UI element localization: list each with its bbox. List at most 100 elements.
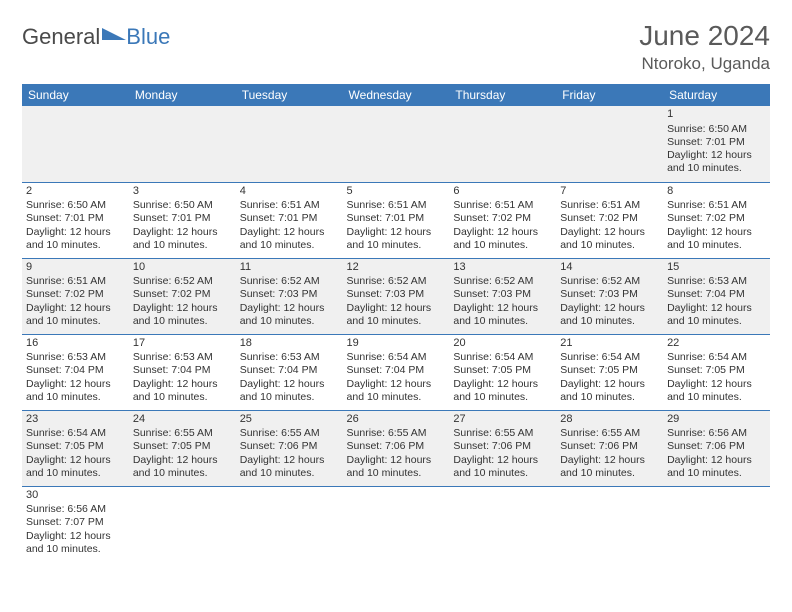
- calendar-day-cell: 21Sunrise: 6:54 AMSunset: 7:05 PMDayligh…: [556, 334, 663, 410]
- sunset-text: Sunset: 7:02 PM: [26, 288, 125, 301]
- calendar-day-cell: 10Sunrise: 6:52 AMSunset: 7:02 PMDayligh…: [129, 258, 236, 334]
- day-number: 13: [453, 261, 552, 275]
- day-number: 29: [667, 413, 766, 427]
- daylight-text: Daylight: 12 hours and 10 minutes.: [667, 149, 766, 175]
- daylight-text: Daylight: 12 hours and 10 minutes.: [560, 226, 659, 252]
- calendar-day-cell: 28Sunrise: 6:55 AMSunset: 7:06 PMDayligh…: [556, 410, 663, 486]
- sunrise-text: Sunrise: 6:52 AM: [133, 275, 232, 288]
- sunset-text: Sunset: 7:02 PM: [560, 212, 659, 225]
- sunrise-text: Sunrise: 6:55 AM: [133, 427, 232, 440]
- brand-part2: Blue: [126, 24, 170, 50]
- daylight-text: Daylight: 12 hours and 10 minutes.: [453, 302, 552, 328]
- calendar-day-cell: 14Sunrise: 6:52 AMSunset: 7:03 PMDayligh…: [556, 258, 663, 334]
- daylight-text: Daylight: 12 hours and 10 minutes.: [133, 454, 232, 480]
- day-number: 20: [453, 337, 552, 351]
- calendar-day-cell: 6Sunrise: 6:51 AMSunset: 7:02 PMDaylight…: [449, 182, 556, 258]
- title-block: June 2024 Ntoroko, Uganda: [639, 20, 770, 74]
- daylight-text: Daylight: 12 hours and 10 minutes.: [347, 454, 446, 480]
- day-number: 14: [560, 261, 659, 275]
- sunrise-text: Sunrise: 6:54 AM: [26, 427, 125, 440]
- day-number: 17: [133, 337, 232, 351]
- day-number: 18: [240, 337, 339, 351]
- day-number: 11: [240, 261, 339, 275]
- calendar-empty-cell: [236, 106, 343, 182]
- sunset-text: Sunset: 7:04 PM: [240, 364, 339, 377]
- calendar-empty-cell: [556, 106, 663, 182]
- sunrise-text: Sunrise: 6:55 AM: [240, 427, 339, 440]
- sunrise-text: Sunrise: 6:54 AM: [560, 351, 659, 364]
- day-number: 27: [453, 413, 552, 427]
- sunset-text: Sunset: 7:01 PM: [26, 212, 125, 225]
- day-header: Tuesday: [236, 84, 343, 106]
- daylight-text: Daylight: 12 hours and 10 minutes.: [667, 302, 766, 328]
- sunrise-text: Sunrise: 6:54 AM: [667, 351, 766, 364]
- daylight-text: Daylight: 12 hours and 10 minutes.: [347, 378, 446, 404]
- sunrise-text: Sunrise: 6:51 AM: [347, 199, 446, 212]
- sunset-text: Sunset: 7:03 PM: [453, 288, 552, 301]
- day-number: 21: [560, 337, 659, 351]
- daylight-text: Daylight: 12 hours and 10 minutes.: [26, 378, 125, 404]
- day-number: 30: [26, 489, 125, 503]
- sunrise-text: Sunrise: 6:53 AM: [26, 351, 125, 364]
- calendar-day-cell: 18Sunrise: 6:53 AMSunset: 7:04 PMDayligh…: [236, 334, 343, 410]
- daylight-text: Daylight: 12 hours and 10 minutes.: [26, 302, 125, 328]
- sunset-text: Sunset: 7:03 PM: [347, 288, 446, 301]
- day-number: 23: [26, 413, 125, 427]
- calendar-day-cell: 24Sunrise: 6:55 AMSunset: 7:05 PMDayligh…: [129, 410, 236, 486]
- sunrise-text: Sunrise: 6:51 AM: [453, 199, 552, 212]
- daylight-text: Daylight: 12 hours and 10 minutes.: [347, 226, 446, 252]
- day-number: 5: [347, 185, 446, 199]
- calendar-day-cell: 12Sunrise: 6:52 AMSunset: 7:03 PMDayligh…: [343, 258, 450, 334]
- day-header: Saturday: [663, 84, 770, 106]
- day-header: Friday: [556, 84, 663, 106]
- sunset-text: Sunset: 7:02 PM: [133, 288, 232, 301]
- day-number: 9: [26, 261, 125, 275]
- sunset-text: Sunset: 7:06 PM: [347, 440, 446, 453]
- calendar-day-cell: 3Sunrise: 6:50 AMSunset: 7:01 PMDaylight…: [129, 182, 236, 258]
- day-number: 16: [26, 337, 125, 351]
- day-number: 25: [240, 413, 339, 427]
- daylight-text: Daylight: 12 hours and 10 minutes.: [667, 226, 766, 252]
- calendar-day-cell: 29Sunrise: 6:56 AMSunset: 7:06 PMDayligh…: [663, 410, 770, 486]
- day-number: 2: [26, 185, 125, 199]
- sunset-text: Sunset: 7:06 PM: [240, 440, 339, 453]
- daylight-text: Daylight: 12 hours and 10 minutes.: [240, 302, 339, 328]
- calendar-empty-cell: [663, 486, 770, 562]
- sunset-text: Sunset: 7:05 PM: [26, 440, 125, 453]
- brand-logo: General Blue: [22, 24, 170, 50]
- sunset-text: Sunset: 7:01 PM: [240, 212, 339, 225]
- daylight-text: Daylight: 12 hours and 10 minutes.: [240, 454, 339, 480]
- sunset-text: Sunset: 7:04 PM: [347, 364, 446, 377]
- sunset-text: Sunset: 7:06 PM: [667, 440, 766, 453]
- sunrise-text: Sunrise: 6:51 AM: [26, 275, 125, 288]
- calendar-day-cell: 23Sunrise: 6:54 AMSunset: 7:05 PMDayligh…: [22, 410, 129, 486]
- calendar-week-row: 1Sunrise: 6:50 AMSunset: 7:01 PMDaylight…: [22, 106, 770, 182]
- calendar-empty-cell: [236, 486, 343, 562]
- calendar-empty-cell: [449, 106, 556, 182]
- daylight-text: Daylight: 12 hours and 10 minutes.: [453, 378, 552, 404]
- day-number: 7: [560, 185, 659, 199]
- calendar-empty-cell: [556, 486, 663, 562]
- day-number: 8: [667, 185, 766, 199]
- calendar-day-cell: 25Sunrise: 6:55 AMSunset: 7:06 PMDayligh…: [236, 410, 343, 486]
- brand-part1: General: [22, 24, 100, 50]
- sunset-text: Sunset: 7:04 PM: [667, 288, 766, 301]
- calendar-week-row: 9Sunrise: 6:51 AMSunset: 7:02 PMDaylight…: [22, 258, 770, 334]
- sunrise-text: Sunrise: 6:55 AM: [453, 427, 552, 440]
- daylight-text: Daylight: 12 hours and 10 minutes.: [453, 454, 552, 480]
- sunrise-text: Sunrise: 6:50 AM: [133, 199, 232, 212]
- calendar-week-row: 30Sunrise: 6:56 AMSunset: 7:07 PMDayligh…: [22, 486, 770, 562]
- daylight-text: Daylight: 12 hours and 10 minutes.: [453, 226, 552, 252]
- calendar-day-cell: 4Sunrise: 6:51 AMSunset: 7:01 PMDaylight…: [236, 182, 343, 258]
- calendar-day-cell: 13Sunrise: 6:52 AMSunset: 7:03 PMDayligh…: [449, 258, 556, 334]
- calendar-empty-cell: [22, 106, 129, 182]
- sunset-text: Sunset: 7:01 PM: [133, 212, 232, 225]
- daylight-text: Daylight: 12 hours and 10 minutes.: [667, 378, 766, 404]
- day-number: 19: [347, 337, 446, 351]
- sunrise-text: Sunrise: 6:51 AM: [667, 199, 766, 212]
- sunset-text: Sunset: 7:05 PM: [133, 440, 232, 453]
- day-number: 26: [347, 413, 446, 427]
- sunrise-text: Sunrise: 6:52 AM: [560, 275, 659, 288]
- daylight-text: Daylight: 12 hours and 10 minutes.: [133, 302, 232, 328]
- day-number: 12: [347, 261, 446, 275]
